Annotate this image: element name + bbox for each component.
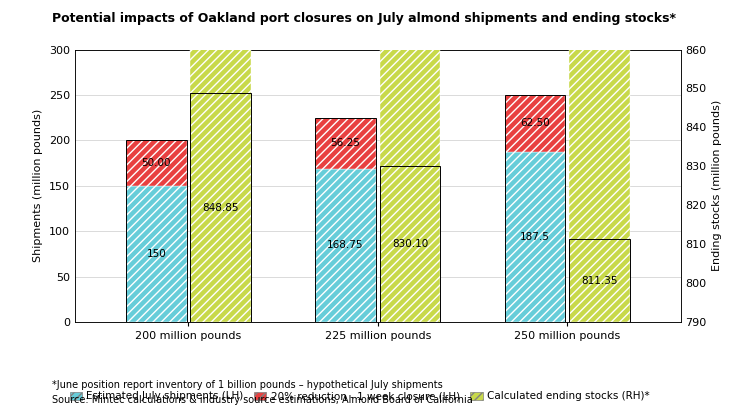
Bar <box>315 118 375 322</box>
Text: Source: Mintec calculations & industry source estimations, Almond Board of Calif: Source: Mintec calculations & industry s… <box>52 395 473 405</box>
Text: 848.85: 848.85 <box>203 202 239 213</box>
Y-axis label: Ending stocks (million pounds): Ending stocks (million pounds) <box>712 100 723 271</box>
Bar <box>505 95 565 322</box>
Text: 830.10: 830.10 <box>392 239 428 249</box>
Bar <box>380 0 441 322</box>
Bar <box>126 140 186 186</box>
Bar <box>380 166 441 322</box>
Bar <box>315 169 375 322</box>
Text: 150: 150 <box>147 249 166 259</box>
Text: 50.00: 50.00 <box>141 158 171 168</box>
Bar <box>505 95 565 152</box>
Bar <box>190 93 251 322</box>
Text: *June position report inventory of 1 billion pounds – hypothetical July shipment: *June position report inventory of 1 bil… <box>52 380 443 390</box>
Bar <box>126 186 186 322</box>
Text: 56.25: 56.25 <box>331 138 361 148</box>
Text: 187.5: 187.5 <box>520 232 550 242</box>
Y-axis label: Shipments (million pounds): Shipments (million pounds) <box>33 109 43 263</box>
Text: Potential impacts of Oakland port closures on July almond shipments and ending s: Potential impacts of Oakland port closur… <box>52 12 676 25</box>
Legend: Estimated July shipments (LH), 20% reduction - 1 week closure (LH), Calculated e: Estimated July shipments (LH), 20% reduc… <box>66 387 654 406</box>
Text: 62.50: 62.50 <box>520 119 550 128</box>
Bar <box>126 140 186 322</box>
Bar <box>190 0 251 322</box>
Text: 168.75: 168.75 <box>328 240 364 250</box>
Bar <box>569 0 630 322</box>
Bar <box>569 239 630 322</box>
Text: 811.35: 811.35 <box>581 275 618 285</box>
Bar <box>315 118 375 169</box>
Bar <box>505 152 565 322</box>
